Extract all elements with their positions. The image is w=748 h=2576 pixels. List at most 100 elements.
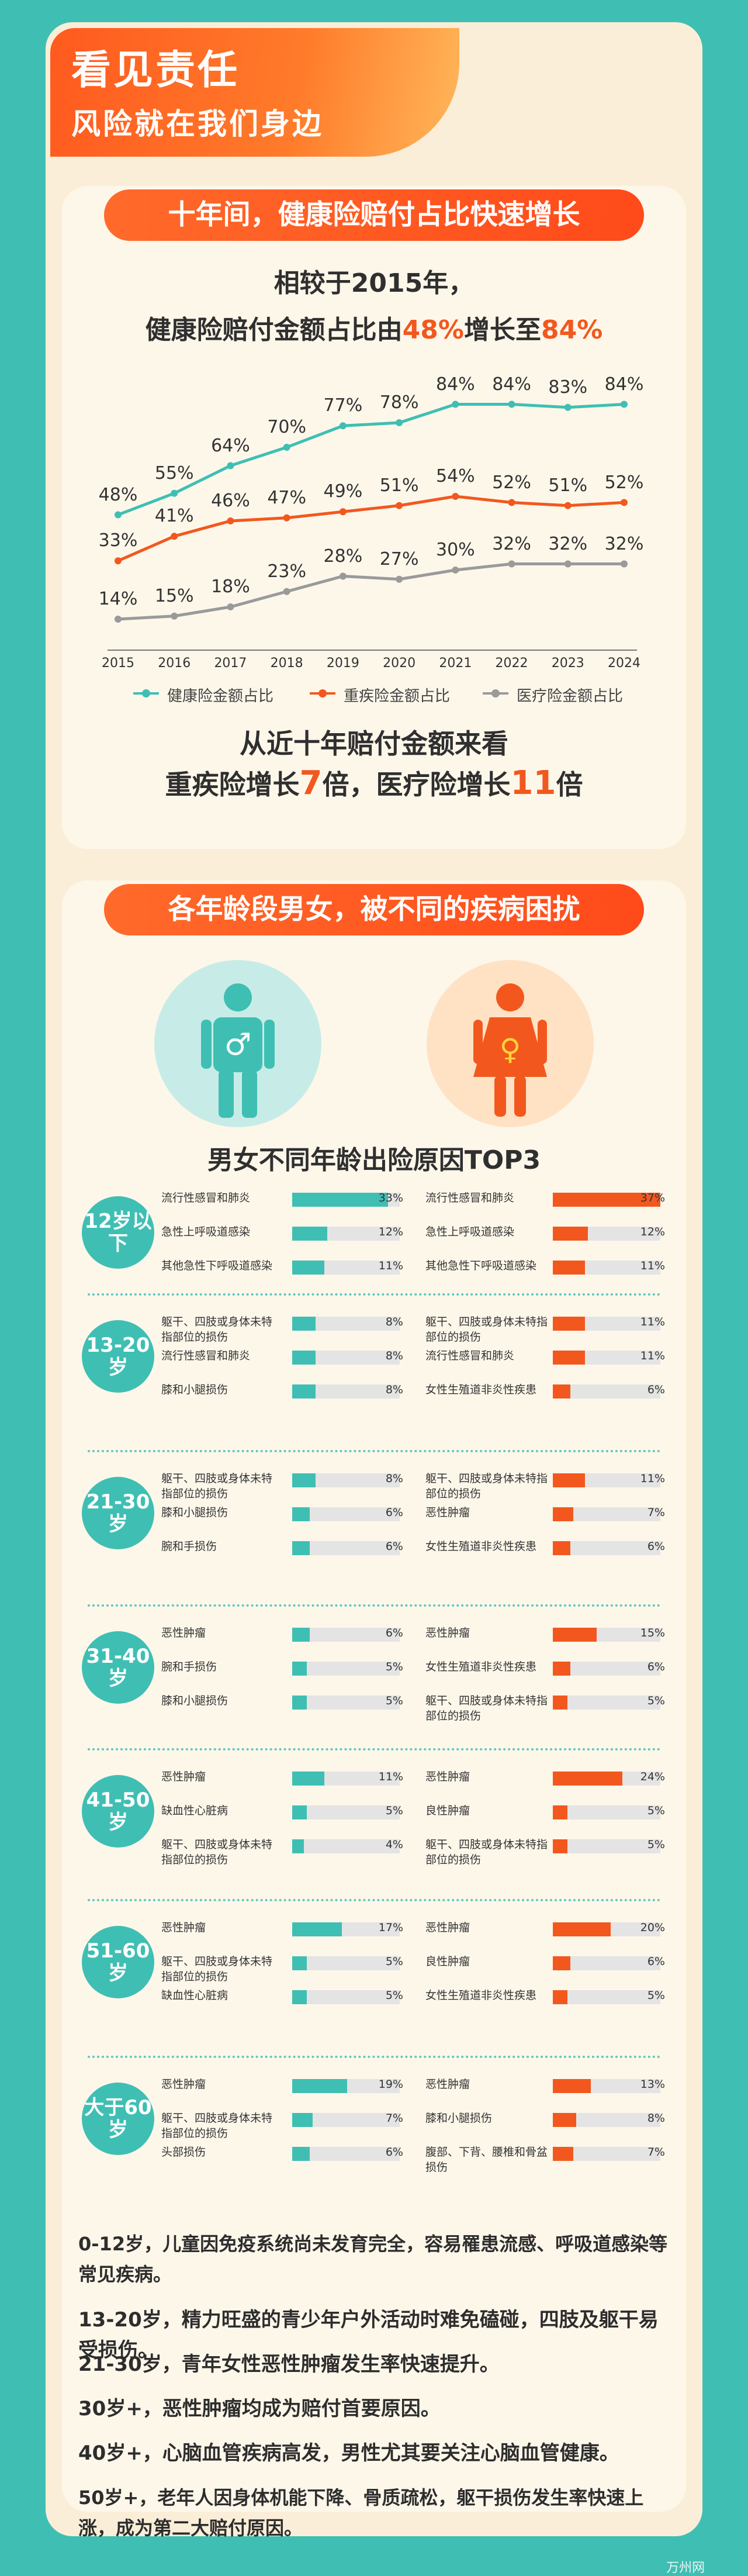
data-label: 48% [98,484,138,505]
data-label: 51% [548,475,588,496]
year-tick: 2024 [608,656,640,671]
data-label: 70% [267,417,306,437]
cause-percent: 37% [640,1192,665,1204]
cause-label: 膝和小腿损伤 [161,1383,228,1396]
bar-track [553,1541,660,1555]
bar-track [553,1261,660,1275]
cause-label: 腹部、下背、腰椎和骨盆损伤 [425,2146,548,2174]
bar-fill [292,1696,307,1710]
cause-percent: 13% [640,2078,665,2091]
bar-fill [292,2113,313,2127]
bar-track [292,1317,400,1331]
data-label: 64% [211,435,250,456]
note-item: 40岁+，心脑血管疾病高发，男性尤其要关注心脑血管健康。 [78,2442,619,2465]
bar-track [292,1805,400,1819]
data-label: 32% [604,533,644,554]
data-label: 54% [435,466,475,486]
bar-fill [553,1772,623,1786]
note-item: 30岁+，恶性肿瘤均成为赔付首要原因。 [78,2397,441,2420]
cause-percent: 17% [378,1921,403,1934]
bar-track [292,1696,400,1710]
cause-label: 恶性肿瘤 [425,1770,470,1783]
bar-fill [292,2079,348,2093]
age-badge: 21-30岁 [82,1477,154,1549]
age-badge: 51-60岁 [82,1926,154,1998]
cause-percent: 6% [647,1660,665,1673]
bar-track [292,1261,400,1275]
cause-label: 缺血性心脏病 [161,1804,228,1817]
data-label: 32% [548,533,588,554]
cause-percent: 11% [640,1259,665,1272]
bar-track [553,2147,660,2161]
cause-label: 女性生殖道非炎性疾患 [425,1660,537,1673]
age-badge: 31-40岁 [82,1631,154,1704]
bar-fill [553,1317,585,1331]
cause-label: 急性上呼吸道感染 [161,1225,251,1238]
legend-dot-medical [491,689,500,697]
note-item: 50岁+，老年人因身体机能下降、骨质疏松，躯干损伤发生率快速上涨，成为第二大赔付… [78,2487,644,2539]
header-banner [50,28,459,157]
cause-label: 流行性感冒和肺炎 [161,1349,251,1362]
cause-label: 恶性肿瘤 [425,1506,470,1519]
cause-label: 女性生殖道非炎性疾患 [425,1989,537,2002]
data-label: 32% [492,533,531,554]
age-badge: 41-50岁 [82,1775,154,1848]
cause-label: 恶性肿瘤 [425,1627,470,1639]
bar-fill [553,1990,567,2004]
age-badge: 12岁以下 [82,1196,154,1269]
bar-track [553,1628,660,1642]
cause-percent: 6% [385,1540,403,1553]
bar-track [292,1227,400,1241]
cause-percent: 8% [647,2112,665,2125]
cause-percent: 7% [385,2112,403,2125]
data-label: 51% [379,475,419,496]
cause-percent: 6% [385,2146,403,2159]
cause-label: 其他急性下呼吸道感染 [161,1259,273,1272]
group-separator [88,2056,660,2058]
bar-track [292,1772,400,1786]
data-label: 23% [267,561,306,582]
cause-label: 腕和手损伤 [161,1660,217,1673]
bar-fill [553,1473,585,1487]
bar-fill [292,1662,307,1676]
data-point [115,616,122,623]
year-tick: 2017 [214,656,247,671]
data-label: 33% [98,530,138,551]
data-label: 41% [154,506,194,527]
cause-percent: 8% [385,1383,403,1396]
bar-track [553,2079,660,2093]
group-separator [88,1604,660,1607]
legend-health: 健康险金额占比 [167,688,274,705]
data-point [564,403,572,411]
bar-track [292,2113,400,2127]
cause-percent: 11% [640,1349,665,1362]
group-separator [88,1293,660,1296]
cause-label: 流行性感冒和肺炎 [425,1349,515,1362]
bar-fill [553,1193,660,1207]
bar-track [553,1351,660,1365]
cause-label: 缺血性心脏病 [161,1989,228,2002]
bar-fill [292,1805,307,1819]
data-label: 28% [323,545,363,567]
cause-label: 躯干、四肢或身体未特指部位的损伤 [425,1472,548,1500]
cause-percent: 5% [647,1838,665,1851]
cause-percent: 7% [647,2146,665,2159]
legend-dot-critical [318,689,327,697]
data-label: 84% [435,374,475,395]
cause-label: 女性生殖道非炎性疾患 [425,1540,537,1553]
bar-fill [553,1261,585,1275]
cause-percent: 11% [378,1259,403,1272]
data-point [227,517,234,524]
cause-label: 头部损伤 [161,2146,206,2159]
data-point [171,489,178,497]
year-tick: 2020 [383,656,416,671]
bar-fill [292,1384,316,1399]
cause-label: 恶性肿瘤 [161,2078,206,2091]
bar-track [553,1805,660,1819]
bar-fill [292,1628,310,1642]
data-label: 30% [435,540,475,560]
data-point [396,575,403,583]
cause-label: 急性上呼吸道感染 [425,1225,515,1238]
male-symbol: ♂ [224,1027,252,1062]
bar-track [553,1317,660,1331]
